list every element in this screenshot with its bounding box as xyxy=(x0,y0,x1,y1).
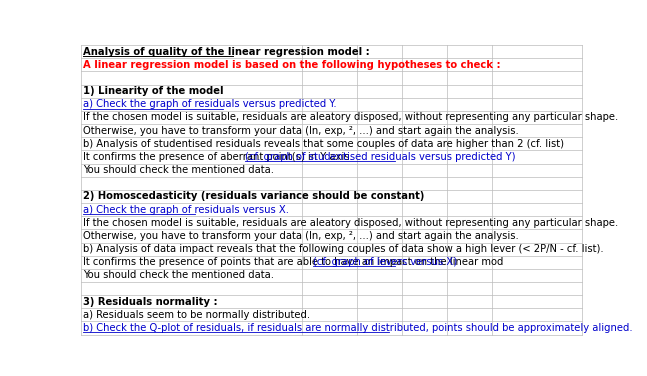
Text: b) Analysis of studentised residuals reveals that some couples of data are highe: b) Analysis of studentised residuals rev… xyxy=(83,139,564,149)
Text: 1) Linearity of the model: 1) Linearity of the model xyxy=(83,86,224,96)
Text: a) Check the graph of residuals versus predicted Y.: a) Check the graph of residuals versus p… xyxy=(83,99,337,109)
Text: You should check the mentioned data.: You should check the mentioned data. xyxy=(83,165,274,175)
Text: (cf. graph of levers versus X): (cf. graph of levers versus X) xyxy=(313,257,457,267)
Text: b) Analysis of data impact reveals that the following couples of data show a hig: b) Analysis of data impact reveals that … xyxy=(83,244,604,254)
Text: Otherwise, you have to transform your data (ln, exp, ², ...) and start again the: Otherwise, you have to transform your da… xyxy=(83,126,519,136)
Text: b) Check the Q-plot of residuals, if residuals are normally distributed, points : b) Check the Q-plot of residuals, if res… xyxy=(83,323,633,333)
Text: It confirms the presence of aberrant point(s) in Y axis.: It confirms the presence of aberrant poi… xyxy=(83,152,362,162)
Text: If the chosen model is suitable, residuals are aleatory disposed, without repres: If the chosen model is suitable, residua… xyxy=(83,112,619,123)
Text: It confirms the presence of points that are able to have an impact on the linear: It confirms the presence of points that … xyxy=(83,257,504,267)
Text: A linear regression model is based on the following hypotheses to check :: A linear regression model is based on th… xyxy=(83,60,501,70)
Text: (cf. graph of studentised residuals versus predicted Y): (cf. graph of studentised residuals vers… xyxy=(245,152,515,162)
Text: Otherwise, you have to transform your data (ln, exp, ², ...) and start again the: Otherwise, you have to transform your da… xyxy=(83,231,519,241)
Text: If the chosen model is suitable, residuals are aleatory disposed, without repres: If the chosen model is suitable, residua… xyxy=(83,218,619,228)
Text: 3) Residuals normality :: 3) Residuals normality : xyxy=(83,297,218,307)
Text: Analysis of quality of the linear regression model :: Analysis of quality of the linear regres… xyxy=(83,47,370,57)
Text: a) Check the graph of residuals versus X.: a) Check the graph of residuals versus X… xyxy=(83,205,289,215)
Text: 2) Homoscedasticity (residuals variance should be constant): 2) Homoscedasticity (residuals variance … xyxy=(83,191,425,202)
Text: a) Residuals seem to be normally distributed.: a) Residuals seem to be normally distrib… xyxy=(83,310,311,320)
Text: You should check the mentioned data.: You should check the mentioned data. xyxy=(83,270,274,280)
